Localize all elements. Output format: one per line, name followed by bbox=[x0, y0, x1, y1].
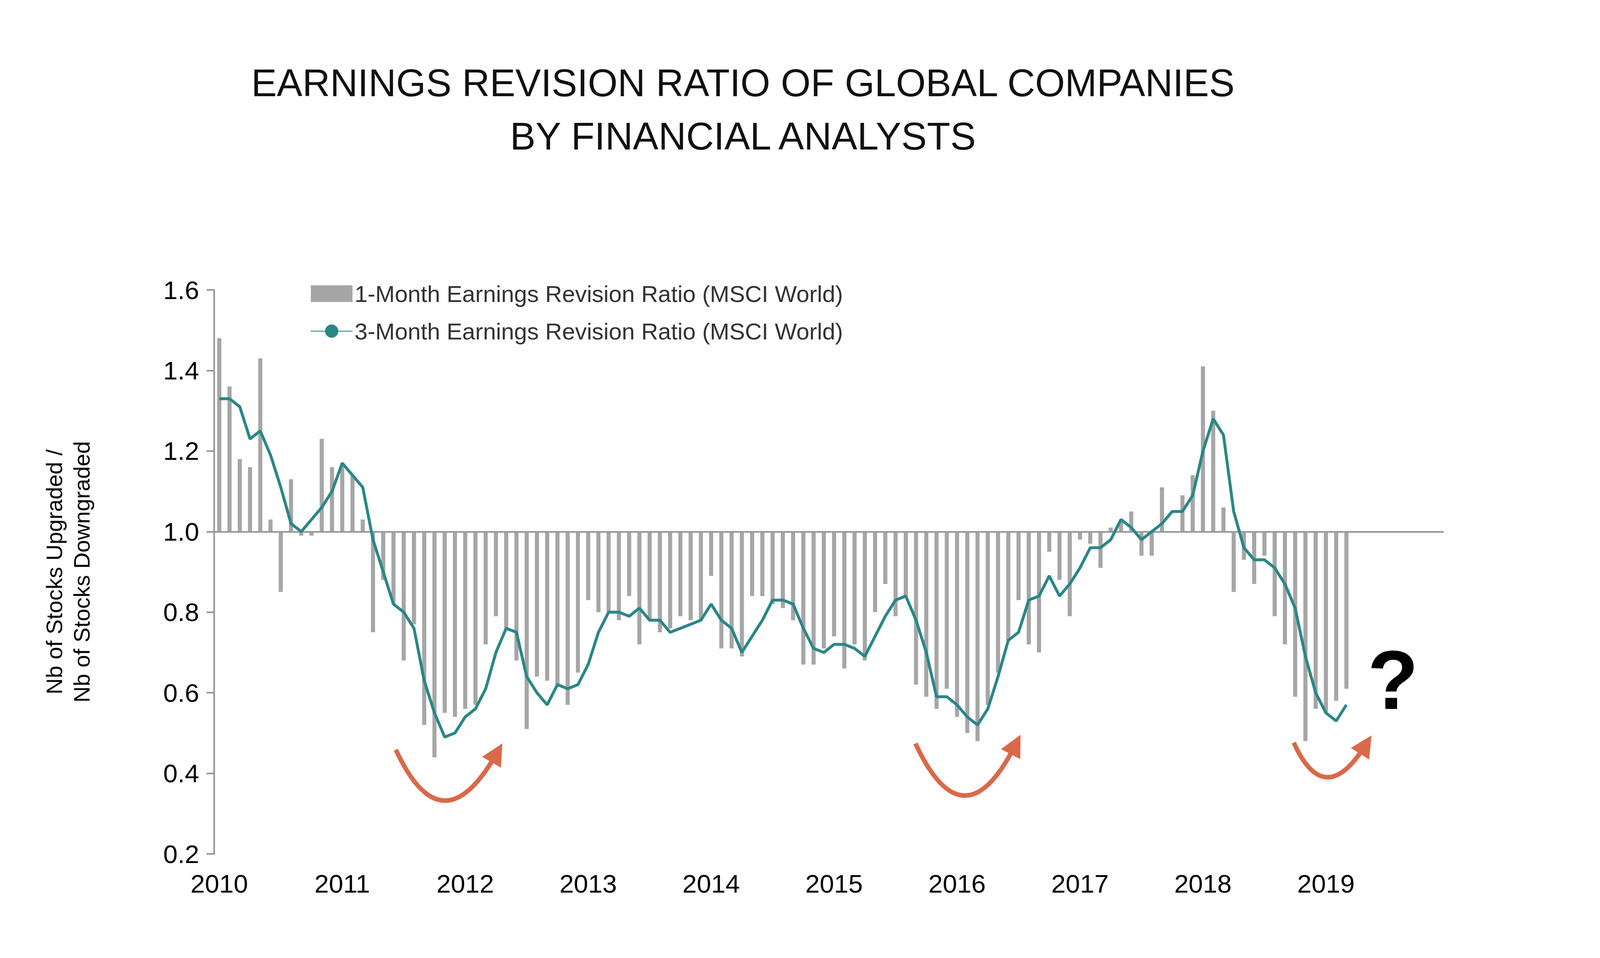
svg-text:?: ? bbox=[1367, 633, 1419, 727]
svg-text:Nb of Stocks Downgraded: Nb of Stocks Downgraded bbox=[69, 441, 95, 703]
svg-text:2016: 2016 bbox=[928, 869, 986, 899]
svg-text:BY FINANCIAL ANALYSTS: BY FINANCIAL ANALYSTS bbox=[510, 115, 976, 158]
svg-text:2013: 2013 bbox=[559, 869, 618, 899]
svg-text:0.4: 0.4 bbox=[163, 759, 200, 788]
svg-text:3-Month Earnings Revision Rati: 3-Month Earnings Revision Ratio (MSCI Wo… bbox=[354, 318, 843, 345]
svg-text:2019: 2019 bbox=[1297, 869, 1355, 899]
svg-text:2017: 2017 bbox=[1051, 869, 1109, 899]
svg-text:1.0: 1.0 bbox=[163, 517, 200, 547]
svg-text:2011: 2011 bbox=[314, 869, 370, 899]
svg-text:1.6: 1.6 bbox=[163, 275, 200, 305]
svg-text:2014: 2014 bbox=[682, 869, 740, 899]
svg-text:2012: 2012 bbox=[436, 869, 495, 899]
svg-text:EARNINGS REVISION RATIO OF GLO: EARNINGS REVISION RATIO OF GLOBAL COMPAN… bbox=[251, 61, 1235, 105]
svg-text:Nb of Stocks Upgraded /: Nb of Stocks Upgraded / bbox=[41, 449, 67, 695]
svg-text:2015: 2015 bbox=[805, 869, 863, 899]
svg-text:1-Month Earnings Revision Rati: 1-Month Earnings Revision Ratio (MSCI Wo… bbox=[354, 280, 843, 308]
svg-text:0.8: 0.8 bbox=[163, 597, 200, 627]
svg-text:1.2: 1.2 bbox=[163, 436, 200, 466]
svg-text:2010: 2010 bbox=[190, 869, 248, 899]
svg-text:0.2: 0.2 bbox=[163, 840, 200, 869]
svg-text:0.6: 0.6 bbox=[163, 678, 200, 708]
svg-text:1.4: 1.4 bbox=[163, 356, 200, 385]
svg-text:2018: 2018 bbox=[1174, 869, 1232, 899]
